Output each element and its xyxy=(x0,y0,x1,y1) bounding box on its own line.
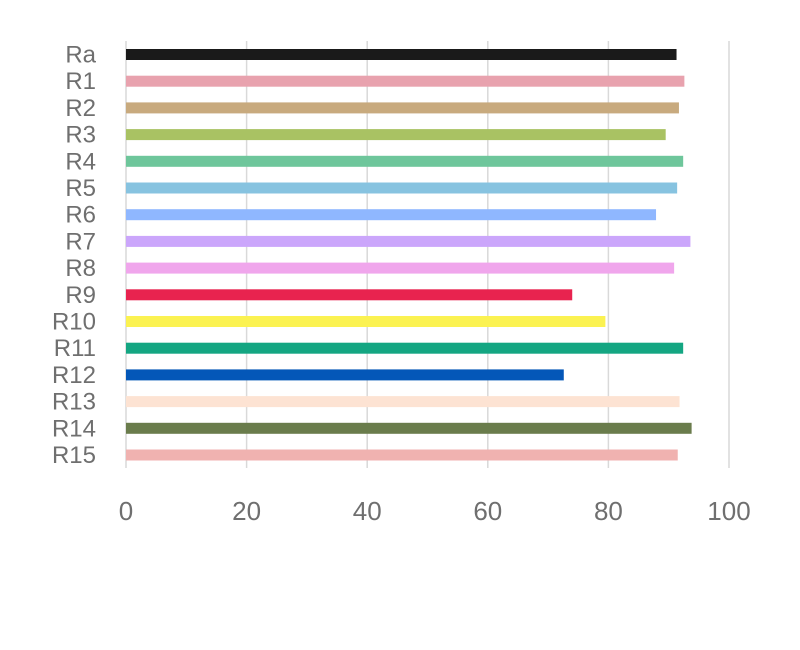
bar-ra xyxy=(126,49,677,60)
x-tick-label-100: 100 xyxy=(707,496,750,526)
category-label-r15: R15 xyxy=(52,442,96,469)
category-label-r1: R1 xyxy=(65,68,96,95)
x-tick-label-0: 0 xyxy=(119,496,133,526)
bar-r12 xyxy=(126,369,564,381)
category-label-r10: R10 xyxy=(52,309,96,336)
category-label-r9: R9 xyxy=(65,282,96,309)
category-label-ra: Ra xyxy=(65,42,96,69)
bars xyxy=(126,49,692,461)
bar-r1 xyxy=(126,75,685,87)
bar-r11 xyxy=(126,342,684,354)
bar-r9 xyxy=(126,289,573,301)
category-label-r14: R14 xyxy=(52,415,96,442)
category-label-r7: R7 xyxy=(65,228,96,255)
category-label-r4: R4 xyxy=(65,148,96,175)
bar-r6 xyxy=(126,209,657,221)
category-label-r6: R6 xyxy=(65,202,96,229)
bar-r7 xyxy=(126,235,691,247)
x-tick-labels: 0 20 40 60 80 100 xyxy=(119,496,751,526)
bar-r2 xyxy=(126,102,679,114)
bar-r4 xyxy=(126,155,684,167)
x-tick-label-40: 40 xyxy=(353,496,382,526)
bar-r14 xyxy=(126,422,692,434)
category-label-r11: R11 xyxy=(54,335,96,362)
bar-r5 xyxy=(126,182,678,194)
bar-r3 xyxy=(126,129,666,141)
x-tick-label-20: 20 xyxy=(232,496,261,526)
category-label-r8: R8 xyxy=(65,255,96,282)
bar-r8 xyxy=(126,262,675,274)
bar-r13 xyxy=(126,396,680,408)
category-label-r3: R3 xyxy=(65,122,96,149)
category-label-r5: R5 xyxy=(65,175,96,202)
x-tick-label-60: 60 xyxy=(473,496,502,526)
bar-r15 xyxy=(126,449,678,461)
category-label-r12: R12 xyxy=(52,362,96,389)
x-tick-label-80: 80 xyxy=(594,496,623,526)
bar-r10 xyxy=(126,316,606,327)
category-label-r13: R13 xyxy=(52,389,96,416)
category-label-r2: R2 xyxy=(65,95,96,122)
